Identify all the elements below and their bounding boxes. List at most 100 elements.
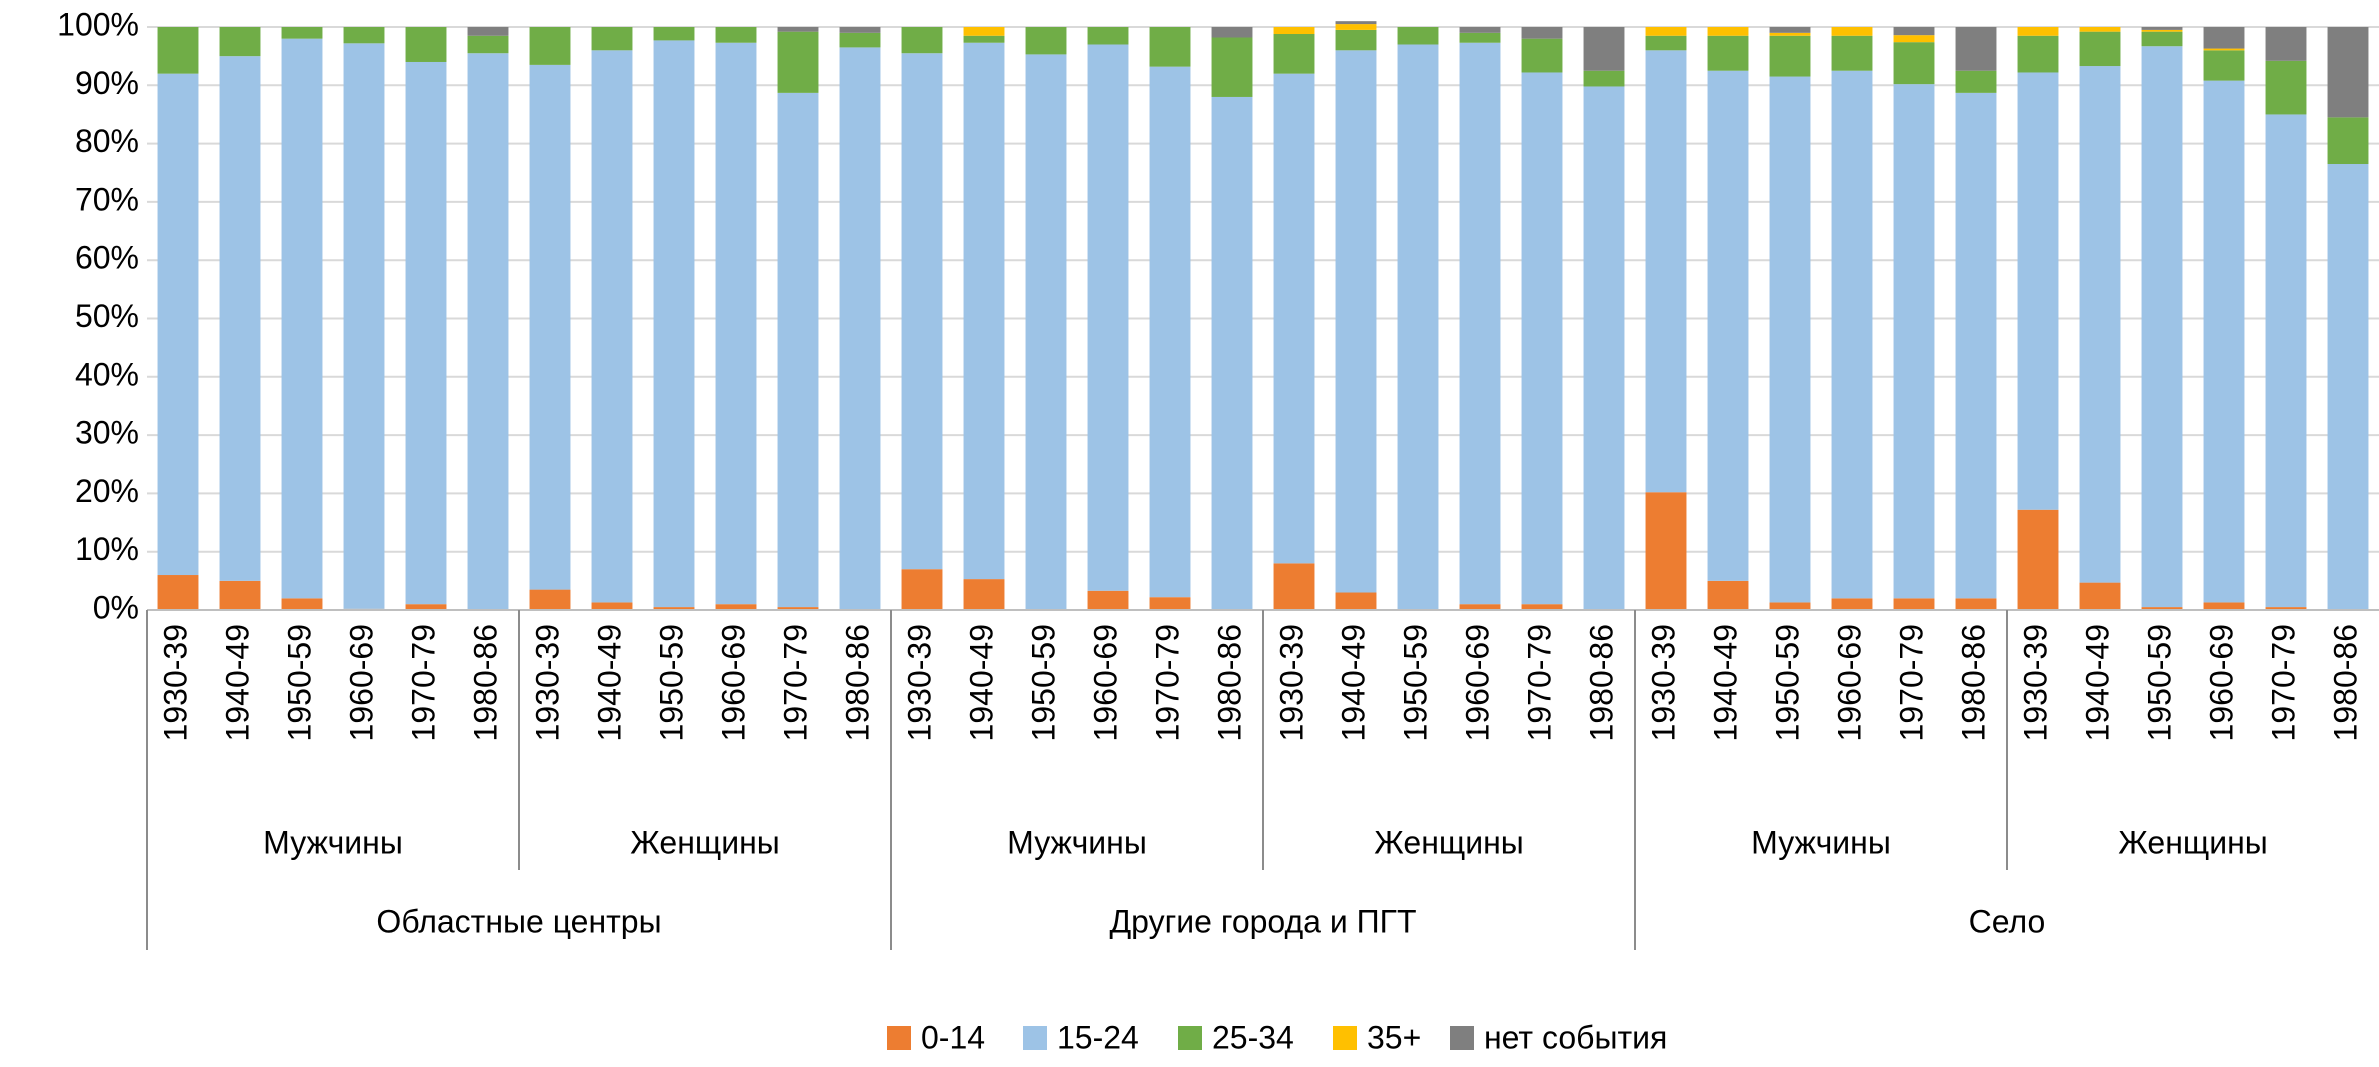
bar-segment	[715, 27, 757, 43]
bar-segment	[715, 42, 757, 605]
bar-segment	[2141, 607, 2183, 610]
x-tick-label: 1940-49	[1707, 624, 1743, 741]
x-tick-label: 1960-69	[2203, 624, 2239, 741]
bar-segment	[2017, 27, 2059, 36]
x-tick-label: 1950-59	[653, 624, 689, 741]
bar-segment	[901, 569, 943, 610]
bar-segment	[2017, 72, 2059, 510]
bar-segment	[2203, 48, 2245, 51]
bar-segment	[1893, 42, 1935, 85]
bar-segment	[963, 35, 1005, 43]
bar-segment	[1955, 70, 1997, 93]
group-label: Другие города и ПГТ	[1110, 903, 1417, 939]
bar-segment	[1335, 50, 1377, 593]
bar-segment	[2203, 27, 2245, 49]
bar-segment	[1459, 32, 1501, 43]
x-tick-label: 1980-86	[1583, 624, 1619, 741]
bar-segment	[1335, 21, 1377, 25]
bar-segment	[405, 604, 447, 610]
bar-segment	[1955, 92, 1997, 599]
bar-segment	[1025, 54, 1067, 610]
y-tick-label: 60%	[75, 240, 139, 276]
x-tick-label: 1980-86	[2327, 624, 2363, 741]
x-tick-label: 1980-86	[839, 624, 875, 741]
x-tick-label: 1950-59	[2141, 624, 2177, 741]
bar-segment	[529, 589, 571, 610]
x-tick-label: 1950-59	[1397, 624, 1433, 741]
bar-segment	[1397, 44, 1439, 611]
bar-segment	[591, 27, 633, 51]
legend-swatch	[1023, 1026, 1047, 1050]
x-tick-label: 1970-79	[777, 624, 813, 741]
bar-segment	[1707, 580, 1749, 610]
y-tick-label: 50%	[75, 298, 139, 334]
bar-segment	[529, 27, 571, 65]
bar-segment	[2327, 27, 2369, 118]
x-tick-label: 1930-39	[1273, 624, 1309, 741]
bar-segment	[157, 73, 199, 576]
bar-segment	[1583, 86, 1625, 610]
bar-segment	[1583, 70, 1625, 87]
bar-segment	[1831, 35, 1873, 71]
bar-segment	[1521, 38, 1563, 73]
bar-segment	[777, 31, 819, 93]
subgroup-label: Мужчины	[263, 824, 403, 860]
bar-segment	[1273, 563, 1315, 610]
bar-segment	[1645, 27, 1687, 36]
bar-segment	[591, 602, 633, 610]
bar-segment	[1831, 70, 1873, 599]
x-tick-label: 1930-39	[529, 624, 565, 741]
bar-segment	[281, 27, 323, 39]
bar-segment	[2203, 50, 2245, 81]
bar-segment	[653, 607, 695, 610]
bar-segment	[1893, 27, 1935, 36]
x-tick-label: 1950-59	[1025, 624, 1061, 741]
bar-segment	[1893, 598, 1935, 610]
subgroup-label: Мужчины	[1007, 824, 1147, 860]
x-tick-label: 1960-69	[343, 624, 379, 741]
bar-segment	[157, 575, 199, 610]
legend-label: нет события	[1484, 1019, 1667, 1055]
bar-segment	[1521, 27, 1563, 39]
legend-label: 0-14	[921, 1019, 985, 1055]
bar-segment	[529, 64, 571, 590]
bar-segment	[963, 579, 1005, 610]
x-tick-label: 1930-39	[157, 624, 193, 741]
bar-segment	[1645, 50, 1687, 493]
x-tick-label: 1980-86	[467, 624, 503, 741]
x-tick-label: 1940-49	[591, 624, 627, 741]
bar-segment	[1149, 27, 1191, 67]
bar-segment	[1459, 27, 1501, 33]
bar-segment	[1459, 604, 1501, 610]
bar-segment	[1335, 592, 1377, 610]
bar-segment	[777, 27, 819, 32]
bar-segment	[839, 32, 881, 48]
bar-segment	[1521, 604, 1563, 610]
bar-segment	[219, 56, 261, 581]
bar-segment	[1645, 35, 1687, 51]
x-tick-label: 1970-79	[1149, 624, 1185, 741]
bar-segment	[1211, 96, 1253, 610]
bar-segment	[1645, 492, 1687, 610]
bar-segment	[1087, 44, 1129, 591]
y-tick-label: 80%	[75, 123, 139, 159]
bar-segment	[1273, 73, 1315, 564]
legend-label: 15-24	[1057, 1019, 1139, 1055]
bar-segment	[777, 92, 819, 608]
bar-segment	[1397, 27, 1439, 45]
bar-segment	[839, 47, 881, 610]
bar-segment	[1335, 24, 1377, 30]
bar-segment	[219, 580, 261, 610]
bar-segment	[1025, 27, 1067, 55]
bar-segment	[2327, 117, 2369, 165]
bar-segment	[1211, 27, 1253, 38]
bar-segment	[1831, 598, 1873, 610]
bar-segment	[405, 27, 447, 62]
x-tick-label: 1940-49	[2079, 624, 2115, 741]
bar-segment	[1335, 29, 1377, 51]
legend-label: 25-34	[1212, 1019, 1294, 1055]
bar-segment	[1955, 598, 1997, 610]
bar-segment	[1087, 27, 1129, 45]
subgroup-label: Женщины	[630, 824, 780, 860]
bar-segment	[653, 27, 695, 41]
